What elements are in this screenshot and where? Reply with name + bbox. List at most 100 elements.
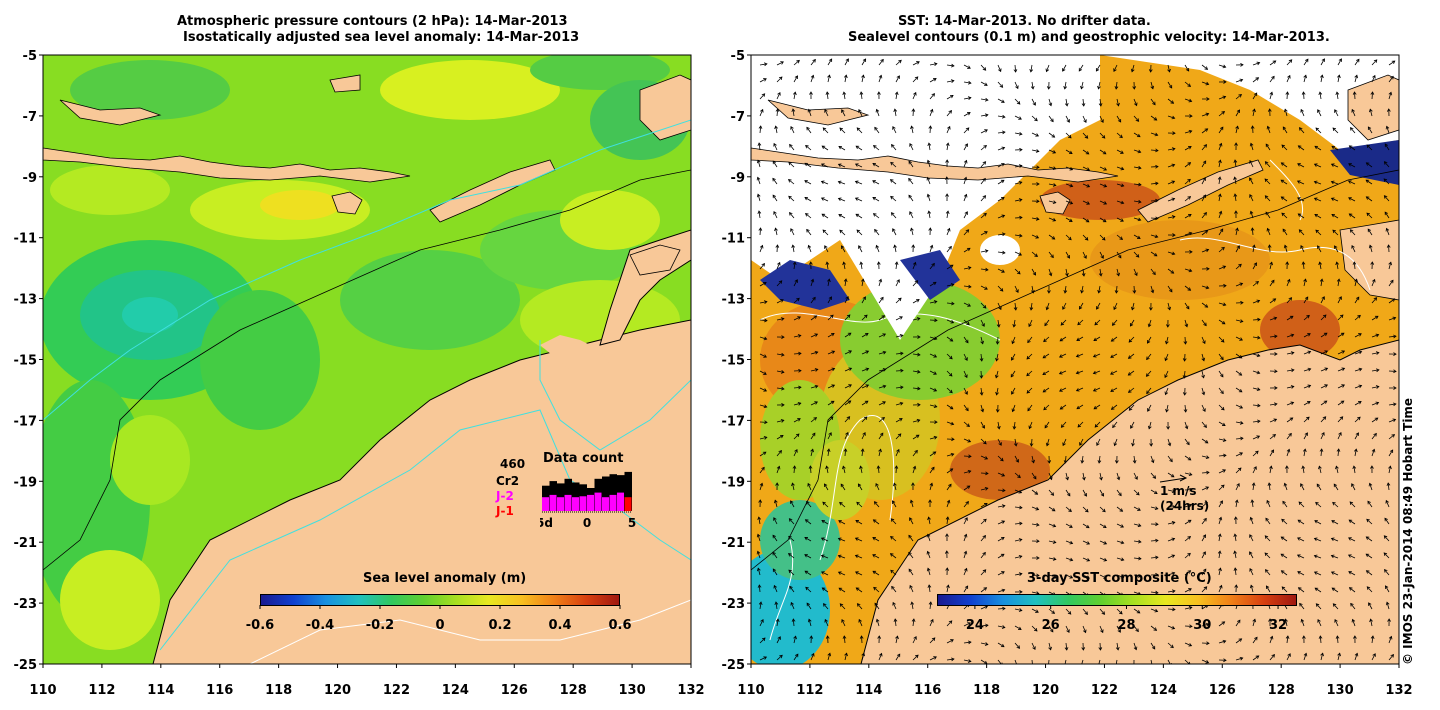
- velocity-arrow-head: [1069, 200, 1074, 205]
- velocity-arrow-head: [980, 340, 984, 345]
- velocity-arrow-head: [927, 516, 931, 521]
- velocity-arrow-head: [1069, 575, 1074, 579]
- velocity-arrow-head: [1080, 85, 1084, 90]
- velocity-arrow: [844, 75, 847, 83]
- velocity-arrow: [1082, 234, 1089, 241]
- velocity-arrow-head: [1282, 228, 1287, 233]
- velocity-arrow: [1337, 448, 1340, 457]
- velocity-arrow-head: [796, 297, 800, 302]
- velocity-arrow-head: [1267, 244, 1272, 248]
- velocity-arrow: [1285, 619, 1288, 627]
- velocity-arrow-head: [1339, 314, 1344, 319]
- velocity-arrow: [759, 602, 762, 610]
- velocity-arrow-head: [1218, 210, 1223, 215]
- velocity-arrow: [1252, 637, 1258, 644]
- velocity-arrow: [1133, 489, 1140, 496]
- velocity-arrow-head: [926, 550, 931, 555]
- velocity-arrow: [946, 404, 954, 410]
- velocity-arrow-head: [1366, 586, 1371, 590]
- velocity-arrow-head: [933, 656, 937, 660]
- velocity-arrow-head: [1101, 611, 1106, 615]
- velocity-arrow: [1218, 469, 1226, 474]
- velocity-arrow: [1314, 214, 1322, 219]
- velocity-arrow-head: [917, 335, 921, 339]
- velocity-arrow-head: [1117, 118, 1122, 123]
- velocity-arrow-head: [827, 652, 832, 657]
- velocity-arrow-head: [859, 465, 863, 470]
- velocity-arrow-head: [1187, 196, 1192, 200]
- velocity-arrow: [878, 297, 884, 304]
- velocity-arrow-head: [1303, 74, 1308, 79]
- velocity-arrow-head: [926, 567, 931, 572]
- velocity-arrow: [793, 279, 798, 287]
- velocity-arrow-head: [1249, 551, 1253, 555]
- velocity-arrow: [895, 433, 902, 440]
- velocity-arrow-head: [1324, 384, 1329, 388]
- velocity-arrow-head: [932, 451, 937, 455]
- velocity-arrow: [1133, 506, 1141, 511]
- velocity-arrow: [1384, 195, 1390, 202]
- velocity-arrow-head: [967, 439, 972, 443]
- velocity-arrow: [772, 568, 778, 576]
- velocity-arrow-head: [1146, 356, 1150, 361]
- velocity-arrow-head: [916, 369, 921, 374]
- velocity-arrow-head: [1270, 449, 1275, 454]
- velocity-arrow: [1235, 370, 1242, 376]
- velocity-arrow-head: [1332, 127, 1337, 132]
- velocity-arrow-head: [1100, 119, 1104, 123]
- velocity-arrow-head: [909, 517, 913, 521]
- velocity-arrow: [980, 370, 982, 379]
- velocity-arrow: [1348, 537, 1356, 542]
- velocity-arrow: [1252, 262, 1257, 270]
- velocity-arrow-head: [1120, 524, 1125, 528]
- data-bar-j2: [542, 497, 549, 511]
- velocity-arrow-head: [1373, 59, 1378, 63]
- velocity-arrow-head: [896, 448, 900, 453]
- velocity-arrow: [757, 568, 761, 576]
- data-bar-j2: [602, 497, 609, 511]
- velocity-arrow: [927, 177, 931, 185]
- velocity-arrow: [1167, 489, 1175, 493]
- velocity-arrow-head: [804, 196, 809, 201]
- velocity-arrow-head: [913, 636, 917, 640]
- velocity-arrow-head: [1319, 448, 1324, 452]
- left-title-line1: Atmospheric pressure contours (2 hPa): 1…: [177, 14, 568, 29]
- velocity-arrow: [1303, 653, 1307, 661]
- velocity-arrow-head: [1187, 178, 1191, 183]
- velocity-arrow-head: [1354, 652, 1359, 657]
- velocity-arrow-head: [1152, 271, 1156, 276]
- velocity-arrow: [1116, 217, 1124, 222]
- velocity-arrow-head: [1018, 180, 1023, 185]
- velocity-arrow: [946, 353, 953, 360]
- velocity-arrow: [1184, 232, 1192, 236]
- velocity-arrow-head: [1250, 499, 1255, 503]
- velocity-arrow-head: [780, 317, 785, 321]
- velocity-arrow: [838, 181, 846, 185]
- velocity-arrow: [1314, 181, 1322, 185]
- velocity-arrow-head: [931, 93, 936, 97]
- velocity-arrow-head: [790, 228, 794, 232]
- velocity-arrow: [1371, 279, 1376, 287]
- velocity-arrow-head: [967, 303, 971, 307]
- velocity-arrow: [1076, 336, 1084, 341]
- velocity-arrow: [980, 161, 986, 168]
- velocity-arrow-head: [1267, 482, 1272, 486]
- velocity-arrow-head: [927, 584, 932, 588]
- velocity-arrow: [1388, 449, 1394, 457]
- velocity-arrow-head: [807, 244, 812, 249]
- velocity-arrow: [946, 246, 952, 253]
- velocity-arrow: [1150, 642, 1156, 650]
- velocity-arrow: [1388, 298, 1395, 304]
- velocity-arrow: [1133, 625, 1139, 632]
- velocity-arrow: [963, 585, 969, 593]
- velocity-arrow-head: [944, 176, 949, 180]
- velocity-arrow-head: [794, 279, 798, 283]
- velocity-arrow-head: [1352, 261, 1357, 265]
- velocity-arrow: [872, 537, 880, 542]
- velocity-arrow-head: [1234, 142, 1238, 146]
- velocity-arrow: [1354, 351, 1362, 355]
- velocity-arrow-head: [1086, 541, 1091, 545]
- velocity-arrow-head: [1204, 230, 1209, 234]
- velocity-arrow: [1299, 229, 1305, 236]
- velocity-arrow-head: [864, 400, 869, 405]
